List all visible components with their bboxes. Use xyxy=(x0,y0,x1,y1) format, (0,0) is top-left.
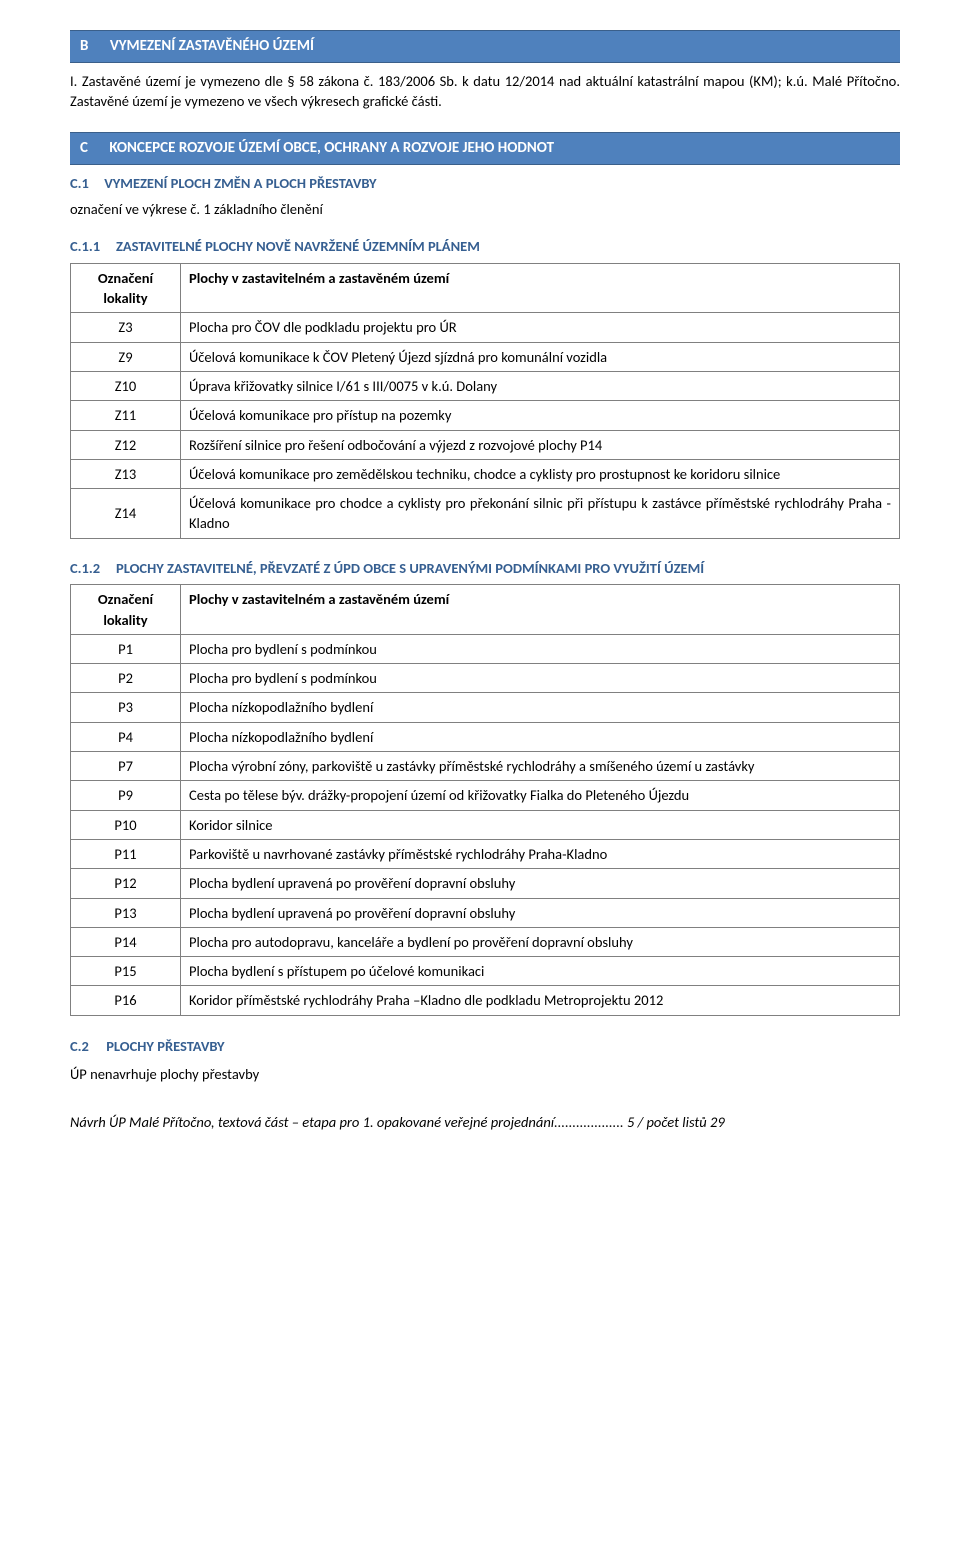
cell-val: Cesta po tělese býv. drážky-propojení úz… xyxy=(181,781,900,810)
cell-val: Úprava křižovatky silnice I/61 s III/007… xyxy=(181,371,900,400)
table-row: Označení lokality Plochy v zastavitelném… xyxy=(71,263,900,313)
cell-key: P12 xyxy=(71,869,181,898)
cell-key: P14 xyxy=(71,927,181,956)
table-row: P14Plocha pro autodopravu, kanceláře a b… xyxy=(71,927,900,956)
heading-c11-title: ZASTAVITELNÉ PLOCHY NOVĚ NAVRŽENÉ ÚZEMNÍ… xyxy=(116,237,480,257)
cell-val: Účelová komunikace pro přístup na pozemk… xyxy=(181,401,900,430)
cell-val: Plocha výrobní zóny, parkoviště u zastáv… xyxy=(181,752,900,781)
cell-key: P9 xyxy=(71,781,181,810)
cell-val: Koridor příměstské rychlodráhy Praha –Kl… xyxy=(181,986,900,1015)
cell-key: P16 xyxy=(71,986,181,1015)
section-b-letter: B xyxy=(80,36,88,57)
heading-c2-title: PLOCHY PŘESTAVBY xyxy=(106,1037,224,1055)
table-c11-head1: Označení lokality xyxy=(71,263,181,313)
table-row: P3Plocha nízkopodlažního bydlení xyxy=(71,693,900,722)
table-row: P1Plocha pro bydlení s podmínkou xyxy=(71,634,900,663)
section-b-body: I. Zastavěné území je vymezeno dle § 58 … xyxy=(70,71,900,112)
heading-c12-title: PLOCHY ZASTAVITELNÉ, PŘEVZATÉ Z ÚPD OBCE… xyxy=(116,559,704,579)
heading-c12: C.1.2 PLOCHY ZASTAVITELNÉ, PŘEVZATÉ Z ÚP… xyxy=(70,559,900,579)
cell-key: Z12 xyxy=(71,430,181,459)
cell-val: Plocha bydlení s přístupem po účelové ko… xyxy=(181,957,900,986)
cell-key: Z10 xyxy=(71,371,181,400)
cell-val: Koridor silnice xyxy=(181,810,900,839)
cell-key: P4 xyxy=(71,722,181,751)
heading-c2: C.2 PLOCHY PŘESTAVBY xyxy=(70,1036,900,1056)
heading-c1-num: C.1 xyxy=(70,173,89,193)
table-row: Z9Účelová komunikace k ČOV Pletený Újezd… xyxy=(71,342,900,371)
table-row: Z12Rozšíření silnice pro řešení odbočová… xyxy=(71,430,900,459)
section-b-header: B VYMEZENÍ ZASTAVĚNÉHO ÚZEMÍ xyxy=(70,30,900,63)
table-row: Z3Plocha pro ČOV dle podkladu projektu p… xyxy=(71,313,900,342)
cell-val: Plocha bydlení upravená po prověření dop… xyxy=(181,898,900,927)
table-row: P11Parkoviště u navrhované zastávky přím… xyxy=(71,839,900,868)
table-c11-head2: Plochy v zastavitelném a zastavěném územ… xyxy=(181,263,900,313)
table-row: Označení lokality Plochy v zastavitelném… xyxy=(71,585,900,635)
cell-key: P11 xyxy=(71,839,181,868)
heading-c12-num: C.1.2 xyxy=(70,559,116,579)
heading-c2-num: C.2 xyxy=(70,1036,89,1056)
section-c-letter: C xyxy=(80,138,88,159)
table-row: P15Plocha bydlení s přístupem po účelové… xyxy=(71,957,900,986)
cell-key: P7 xyxy=(71,752,181,781)
table-c12-head2: Plochy v zastavitelném a zastavěném územ… xyxy=(181,585,900,635)
page-footer: Návrh ÚP Malé Přítočno, textová část – e… xyxy=(70,1112,900,1132)
cell-val: Účelová komunikace pro chodce a cyklisty… xyxy=(181,489,900,539)
cell-val: Plocha pro bydlení s podmínkou xyxy=(181,634,900,663)
table-c12: Označení lokality Plochy v zastavitelném… xyxy=(70,584,900,1015)
c1-text: označení ve výkrese č. 1 základního člen… xyxy=(70,199,900,219)
cell-val: Plocha pro ČOV dle podkladu projektu pro… xyxy=(181,313,900,342)
cell-key: Z14 xyxy=(71,489,181,539)
cell-key: P13 xyxy=(71,898,181,927)
heading-c1: C.1 VYMEZENÍ PLOCH ZMĚN A PLOCH PŘESTAVB… xyxy=(70,173,900,193)
cell-val: Plocha nízkopodlažního bydlení xyxy=(181,722,900,751)
cell-val: Plocha nízkopodlažního bydlení xyxy=(181,693,900,722)
cell-key: P15 xyxy=(71,957,181,986)
cell-key: P3 xyxy=(71,693,181,722)
heading-c11-num: C.1.1 xyxy=(70,237,116,257)
cell-key: P2 xyxy=(71,664,181,693)
table-row: P12Plocha bydlení upravená po prověření … xyxy=(71,869,900,898)
table-row: Z14Účelová komunikace pro chodce a cykli… xyxy=(71,489,900,539)
cell-key: Z3 xyxy=(71,313,181,342)
table-row: P2Plocha pro bydlení s podmínkou xyxy=(71,664,900,693)
cell-key: Z9 xyxy=(71,342,181,371)
cell-val: Účelová komunikace k ČOV Pletený Újezd s… xyxy=(181,342,900,371)
table-row: P13Plocha bydlení upravená po prověření … xyxy=(71,898,900,927)
cell-val: Plocha bydlení upravená po prověření dop… xyxy=(181,869,900,898)
table-row: Z13Účelová komunikace pro zemědělskou te… xyxy=(71,459,900,488)
heading-c1-title: VYMEZENÍ PLOCH ZMĚN A PLOCH PŘESTAVBY xyxy=(104,174,376,192)
cell-val: Účelová komunikace pro zemědělskou techn… xyxy=(181,459,900,488)
cell-val: Parkoviště u navrhované zastávky příměst… xyxy=(181,839,900,868)
cell-key: P10 xyxy=(71,810,181,839)
section-c-title: KONCEPCE ROZVOJE ÚZEMÍ OBCE, OCHRANY A R… xyxy=(109,139,554,157)
table-row: P7Plocha výrobní zóny, parkoviště u zast… xyxy=(71,752,900,781)
cell-key: Z11 xyxy=(71,401,181,430)
heading-c11: C.1.1 ZASTAVITELNÉ PLOCHY NOVĚ NAVRŽENÉ … xyxy=(70,237,900,257)
table-row: P9Cesta po tělese býv. drážky-propojení … xyxy=(71,781,900,810)
c2-text: ÚP nenavrhuje plochy přestavby xyxy=(70,1064,900,1084)
cell-key: P1 xyxy=(71,634,181,663)
section-b-title: VYMEZENÍ ZASTAVĚNÉHO ÚZEMÍ xyxy=(110,37,314,55)
table-c11: Označení lokality Plochy v zastavitelném… xyxy=(70,263,900,539)
table-c12-head1: Označení lokality xyxy=(71,585,181,635)
section-c-header: C KONCEPCE ROZVOJE ÚZEMÍ OBCE, OCHRANY A… xyxy=(70,132,900,165)
cell-val: Plocha pro bydlení s podmínkou xyxy=(181,664,900,693)
table-row: Z11Účelová komunikace pro přístup na poz… xyxy=(71,401,900,430)
table-row: P4Plocha nízkopodlažního bydlení xyxy=(71,722,900,751)
cell-val: Rozšíření silnice pro řešení odbočování … xyxy=(181,430,900,459)
table-row: P10Koridor silnice xyxy=(71,810,900,839)
cell-key: Z13 xyxy=(71,459,181,488)
cell-val: Plocha pro autodopravu, kanceláře a bydl… xyxy=(181,927,900,956)
table-row: Z10Úprava křižovatky silnice I/61 s III/… xyxy=(71,371,900,400)
table-row: P16Koridor příměstské rychlodráhy Praha … xyxy=(71,986,900,1015)
